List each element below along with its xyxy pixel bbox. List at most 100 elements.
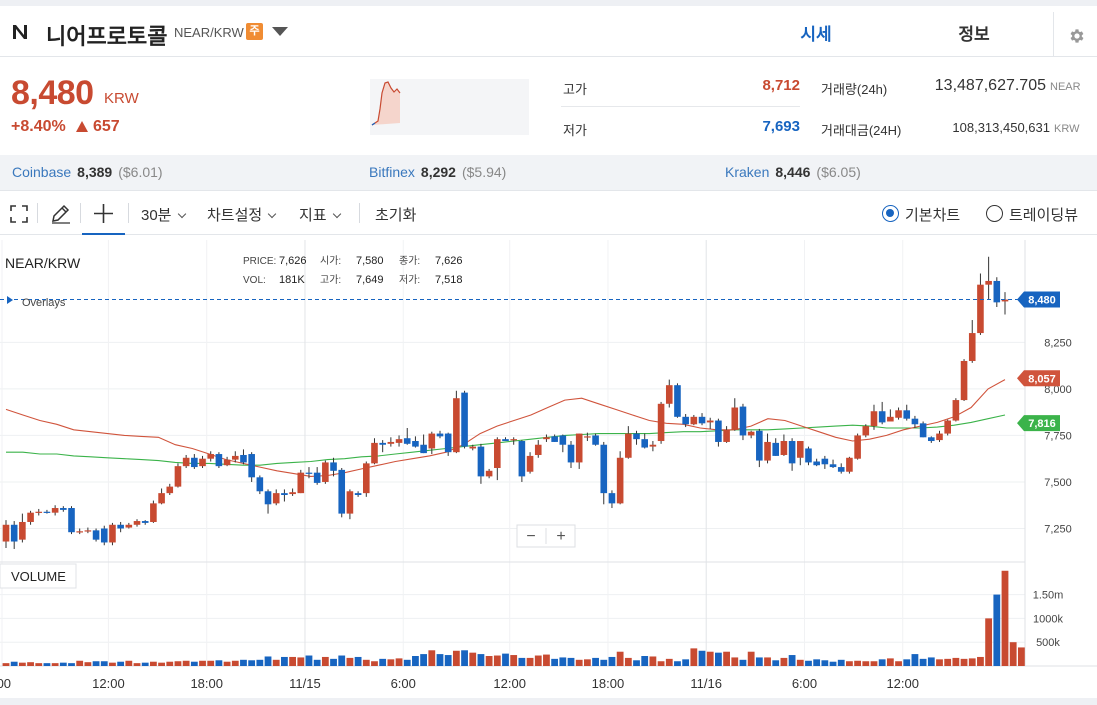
candle-body [756,430,763,461]
candle-body [534,444,542,455]
candle-body [936,433,943,441]
candle-body [412,441,419,447]
settings-button[interactable] [1053,12,1097,62]
time-tick-label: 11/15 [289,676,321,691]
candle-body [68,508,75,533]
candle-body [788,441,796,464]
candle-body [10,524,18,542]
interval-select[interactable]: 30분 [141,204,186,225]
crosshair-button[interactable] [82,192,125,235]
candle-body [592,435,599,445]
candle-body [993,280,1001,303]
volume-bar [502,653,509,666]
candle-body [510,439,517,441]
tab-price[interactable]: 시세 [737,12,895,63]
volume-bar [518,657,526,666]
candle-body [772,442,780,456]
candle-body [346,491,354,514]
exchange-bitfinex[interactable]: Bitfinex 8,292 ($5.94) [369,164,506,180]
volume-bar [551,658,559,666]
radio-basic-chart-label[interactable]: 기본차트 [905,207,961,224]
candle-body [248,454,255,478]
volume-bar [665,658,673,666]
candle-body [313,472,321,483]
indicators-menu[interactable]: 지표 [299,204,341,225]
price-tick-label: 7,500 [1044,477,1072,489]
price-chart[interactable]: 8,250 8,000 7,750 7,500 7,250 1.50m 1000k 500k:… [0,240,1097,698]
volume-bar [10,661,18,666]
volume-bar [379,658,387,666]
volume-bar [821,660,829,666]
candle-body [608,493,616,504]
fullscreen-icon[interactable] [9,204,29,224]
candle-body [526,455,534,472]
candle-body [862,426,870,436]
radio-basic-chart[interactable] [882,205,899,222]
volume-bar [264,656,272,666]
volume-bar [510,655,518,666]
volume-bar [690,648,698,666]
reset-button[interactable]: 초기화 [375,207,417,224]
volume-bar [387,659,395,666]
volume-bar [616,651,624,666]
candle-body [952,400,960,421]
overlays-toggle[interactable]: Overlays [22,297,66,309]
candle-body [944,420,951,434]
volume-bar [313,659,321,666]
pencil-icon[interactable] [50,204,72,224]
volume-bar [936,659,943,666]
candle-body [665,385,673,404]
exchange-price: 8,446 [775,164,811,180]
volume-bar [305,655,313,666]
volume-bar [35,663,43,666]
exchange-coinbase[interactable]: Coinbase 8,389 ($6.01) [12,164,163,180]
change-percent: +8.40% [11,118,66,135]
candle-body [477,446,485,477]
ma-tag-0-shape [1017,370,1060,387]
candle-body [354,493,362,495]
volume-bar [559,657,567,666]
volume-bar [944,658,952,666]
volume-bar [174,661,182,666]
candle-body [182,457,190,467]
zoom-out-button[interactable]: − [526,528,535,545]
volume-bar [977,656,984,666]
candle-body [600,444,608,494]
volume-bar [452,650,460,666]
volume-bar [412,656,419,666]
exchange-kraken[interactable]: Kraken 8,446 ($6.05) [725,164,861,180]
candle-body [150,503,157,522]
candle-body [60,508,67,510]
candle-body [403,438,411,444]
chevron-down-icon [177,209,186,219]
near-logo-icon [13,25,27,39]
candle-body [272,493,280,504]
radio-tradingview[interactable] [986,205,1003,222]
zoom-in-button[interactable]: + [556,528,565,545]
chevron-down-icon [267,209,277,219]
tab-info[interactable]: 정보 [958,25,990,44]
candle-body [829,464,837,468]
candlestick-chart-svg[interactable]: 8,250 8,000 7,750 7,500 7,250 1.50m 1000k 500k:… [0,240,1097,698]
volume-bar [723,651,730,666]
candle-body [256,477,264,492]
radio-tradingview-label[interactable]: 트레이딩뷰 [1009,207,1079,224]
candle-body [322,462,329,482]
candle-body [92,530,100,540]
axes: 8,250 8,000 7,750 7,500 7,250 1.50m 1000k 500k:… [0,291,1072,691]
volume-bar [624,657,632,666]
volume-bar [780,657,788,666]
candle-body [846,457,853,472]
volume-bar [223,661,231,666]
volume-bar [805,660,812,666]
volume-bar [420,654,428,666]
candle-body [551,436,558,442]
volume-bar [968,658,976,666]
exchange-usd: ($6.01) [118,164,163,180]
volume-bar [371,661,378,666]
chart-settings-menu[interactable]: 차트설정 [207,204,277,225]
coin-dropdown-icon[interactable] [272,27,288,36]
volume-bar [109,662,116,666]
volume-bar [886,658,894,666]
candle-body [125,524,133,528]
